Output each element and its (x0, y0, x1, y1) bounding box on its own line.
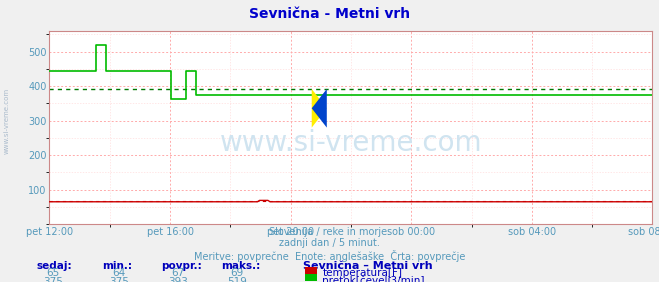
Text: Sevnična - Metni vrh: Sevnična - Metni vrh (249, 7, 410, 21)
Text: pretok[čevelj3/min]: pretok[čevelj3/min] (322, 276, 425, 282)
Text: 393: 393 (168, 277, 188, 282)
Text: 65: 65 (46, 268, 59, 278)
Text: www.si-vreme.com: www.si-vreme.com (3, 88, 10, 154)
Text: Sevnična – Metni vrh: Sevnična – Metni vrh (303, 261, 433, 271)
Text: zadnji dan / 5 minut.: zadnji dan / 5 minut. (279, 238, 380, 248)
Text: 375: 375 (43, 277, 63, 282)
Text: 67: 67 (171, 268, 185, 278)
Polygon shape (312, 89, 327, 128)
Text: Slovenija / reke in morje.: Slovenija / reke in morje. (269, 227, 390, 237)
Text: 519: 519 (227, 277, 247, 282)
Text: 64: 64 (112, 268, 125, 278)
Text: sedaj:: sedaj: (36, 261, 72, 271)
Text: www.si-vreme.com: www.si-vreme.com (219, 129, 482, 157)
Text: temperatura[F]: temperatura[F] (322, 268, 402, 278)
Text: povpr.:: povpr.: (161, 261, 202, 271)
Text: 375: 375 (109, 277, 129, 282)
Text: 69: 69 (231, 268, 244, 278)
Text: maks.:: maks.: (221, 261, 260, 271)
Text: Meritve: povprečne  Enote: anglešaške  Črta: povprečje: Meritve: povprečne Enote: anglešaške Črt… (194, 250, 465, 262)
Text: min.:: min.: (102, 261, 132, 271)
Polygon shape (312, 89, 327, 128)
